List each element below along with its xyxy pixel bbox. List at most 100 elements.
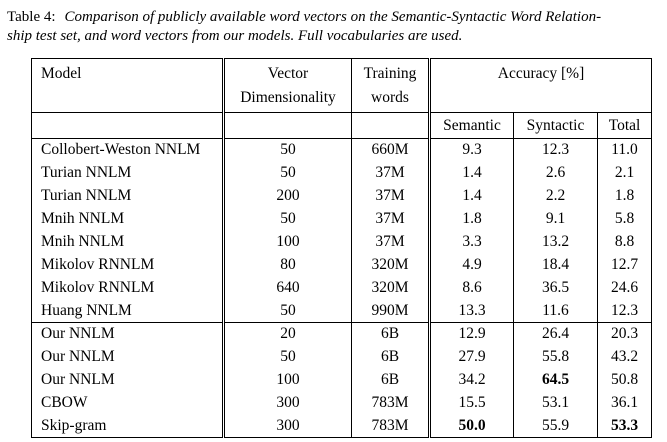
value-cell: 26.4 xyxy=(513,322,598,346)
value-cell: 50 xyxy=(222,299,352,323)
table-row: Our NNLM 100 6B 34.2 64.5 50.8 xyxy=(32,368,652,392)
value-cell: 200 xyxy=(222,184,352,208)
results-table: Model Vector Dimensionality Training wor… xyxy=(31,58,653,438)
value-cell: 27.9 xyxy=(428,345,514,369)
value-cell: 37M xyxy=(351,207,430,231)
header-model: Model xyxy=(31,58,224,113)
caption-line-1: Table 4: Comparison of publicly available… xyxy=(7,8,667,27)
table-caption: Table 4: Comparison of publicly available… xyxy=(0,0,667,46)
table-row: CBOW 300 783M 15.5 53.1 36.1 xyxy=(32,391,652,415)
header-line-training: Training xyxy=(363,65,417,82)
value-cell: 15.5 xyxy=(428,391,514,415)
table-row: Turian NNLM 50 37M 1.4 2.6 2.1 xyxy=(32,161,652,185)
model-name-cell: Our NNLM xyxy=(31,322,224,346)
value-cell: 50.0 xyxy=(428,414,514,438)
value-cell: 53.1 xyxy=(513,391,598,415)
value-cell: 12.9 xyxy=(428,322,514,346)
header-vector-dimensionality: Vector Dimensionality xyxy=(222,58,352,113)
value-cell: 50 xyxy=(222,161,352,185)
value-cell: 5.8 xyxy=(596,207,652,231)
value-cell: 34.2 xyxy=(428,368,514,392)
value-cell: 37M xyxy=(351,230,430,254)
value-cell: 50 xyxy=(222,345,352,369)
value-cell: 36.1 xyxy=(596,391,652,415)
value-cell: 50 xyxy=(222,207,352,231)
table-row: Collobert-Weston NNLM 50 660M 9.3 12.3 11.0 xyxy=(32,138,652,162)
value-cell: 37M xyxy=(351,184,430,208)
value-cell: 100 xyxy=(222,230,352,254)
header-empty-training xyxy=(351,112,430,139)
table-row: Mikolov RNNLM 640 320M 8.6 36.5 24.6 xyxy=(32,276,652,300)
header-accuracy-group: Accuracy [%] xyxy=(427,58,652,113)
value-cell: 320M xyxy=(351,253,430,277)
header-empty-model xyxy=(31,112,224,139)
header-semantic: Semantic xyxy=(428,112,514,139)
value-cell: 64.5 xyxy=(513,368,598,392)
table-row: Huang NNLM 50 990M 13.3 11.6 12.3 xyxy=(32,299,652,323)
model-name-cell: Collobert-Weston NNLM xyxy=(41,141,201,159)
value-cell: 320M xyxy=(351,276,430,300)
value-cell: 2.2 xyxy=(513,184,598,208)
value-cell: 13.2 xyxy=(513,230,598,254)
value-cell: 12.3 xyxy=(513,138,598,162)
table-row: Mnih NNLM 100 37M 3.3 13.2 8.8 xyxy=(32,230,652,254)
value-cell: 2.1 xyxy=(596,161,652,185)
value-cell: 4.9 xyxy=(428,253,514,277)
value-cell: 1.4 xyxy=(428,161,514,185)
model-name-cell: Huang NNLM xyxy=(41,301,132,319)
value-cell: 6B xyxy=(351,368,430,392)
model-name-cell: Our NNLM xyxy=(41,348,115,365)
caption-text-line-1: Comparison of publicly available word ve… xyxy=(64,9,602,25)
table-row: Turian NNLM 200 37M 1.4 2.2 1.8 xyxy=(32,184,652,208)
header-row-sub: Semantic Syntactic Total xyxy=(31,112,652,139)
value-cell: 11.0 xyxy=(596,138,652,162)
header-total: Total xyxy=(596,112,652,139)
value-cell: 50.8 xyxy=(596,368,652,392)
value-cell: 11.6 xyxy=(513,299,598,323)
value-cell: 43.2 xyxy=(596,345,652,369)
value-cell: 640 xyxy=(222,276,352,300)
value-cell: 6B xyxy=(351,345,430,369)
header-row-groups: Model Vector Dimensionality Training wor… xyxy=(31,58,652,113)
header-empty-vector xyxy=(222,112,352,139)
model-name-cell: Mnih NNLM xyxy=(41,233,125,250)
model-name-cell: Turian NNLM xyxy=(41,187,132,204)
value-cell: 300 xyxy=(222,391,352,415)
value-cell: 8.8 xyxy=(596,230,652,254)
value-cell: 1.8 xyxy=(428,207,514,231)
value-cell: 100 xyxy=(222,368,352,392)
model-name-cell: CBOW xyxy=(41,394,88,411)
value-cell: 18.4 xyxy=(513,253,598,277)
value-cell: 24.6 xyxy=(596,276,652,300)
value-cell: 2.6 xyxy=(513,161,598,185)
model-name-cell: Turian NNLM xyxy=(41,164,132,181)
table-row: Mikolov RNNLM 80 320M 4.9 18.4 12.7 xyxy=(32,253,652,277)
model-name-cell: Skip-gram xyxy=(41,416,107,434)
value-cell: 53.3 xyxy=(596,414,652,438)
value-cell: 9.1 xyxy=(513,207,598,231)
header-line-words: words xyxy=(371,89,409,106)
value-cell: 55.9 xyxy=(513,414,598,438)
value-cell: 6B xyxy=(351,322,430,346)
value-cell: 12.3 xyxy=(596,299,652,323)
header-training-words: Training words xyxy=(351,58,430,113)
value-cell: 13.3 xyxy=(428,299,514,323)
header-line-dimensionality: Dimensionality xyxy=(240,89,336,106)
table-row: Our NNLM 50 6B 27.9 55.8 43.2 xyxy=(32,345,652,369)
value-cell: 36.5 xyxy=(513,276,598,300)
section-public-models: Collobert-Weston NNLM 50 660M 9.3 12.3 11.0 Tu… xyxy=(32,138,652,323)
value-cell: 80 xyxy=(222,253,352,277)
caption-text-line-2: ship test set, and word vectors from our… xyxy=(7,28,463,44)
value-cell: 20.3 xyxy=(596,322,652,346)
value-cell: 783M xyxy=(351,414,430,438)
table-row: Mnih NNLM 50 37M 1.8 9.1 5.8 xyxy=(32,207,652,231)
section-our-models: Our NNLM 20 6B 12.9 26.4 20.3 Our NNLM 50 6B 27.9… xyxy=(31,322,652,438)
model-name-cell: Mnih NNLM xyxy=(41,210,125,227)
value-cell: 1.4 xyxy=(428,184,514,208)
header-line-vector: Vector xyxy=(267,65,309,82)
header-syntactic: Syntactic xyxy=(513,112,598,139)
table-header: Model Vector Dimensionality Training wor… xyxy=(31,58,652,139)
value-cell: 8.6 xyxy=(428,276,514,300)
value-cell: 9.3 xyxy=(428,138,514,162)
model-name-cell: Our NNLM xyxy=(41,371,115,388)
